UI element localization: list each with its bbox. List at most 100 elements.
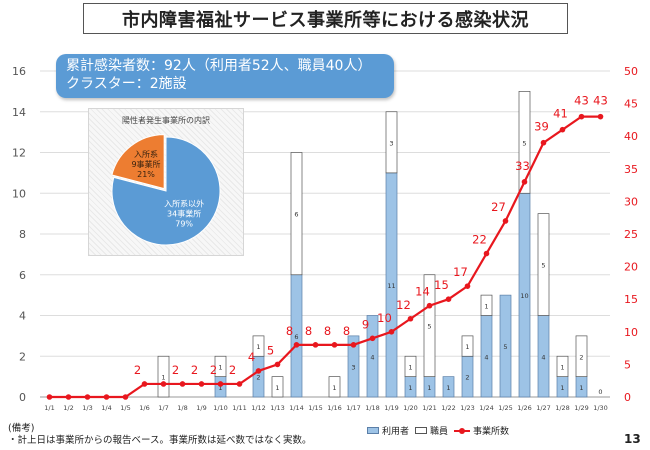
- x-tick-label: 1/14: [289, 404, 304, 412]
- right-tick-label: 25: [624, 228, 638, 241]
- staff-bar: [404, 355, 417, 377]
- user-bar-label: 2: [256, 374, 260, 382]
- user-bar-label: 1: [579, 384, 583, 392]
- right-tick-label: 35: [624, 163, 638, 176]
- staff-bar-label: 1: [275, 384, 279, 392]
- facilities-line-path: [49, 115, 601, 399]
- left-tick-label: 0: [19, 391, 26, 404]
- left-tick-label: 2: [19, 350, 26, 363]
- right-tick-label: 5: [624, 358, 631, 371]
- user-bar: [347, 335, 360, 398]
- facilities-label: 33: [515, 159, 530, 173]
- left-tick-label: 12: [12, 147, 26, 160]
- x-tick-label: 1/27: [536, 404, 551, 412]
- facilities-point: [65, 394, 72, 400]
- right-tick-label: 40: [624, 130, 638, 143]
- facilities-point: [312, 342, 319, 348]
- right-tick-label: 10: [624, 326, 638, 339]
- staff-bar-label: 2: [579, 353, 583, 361]
- x-tick-label: 1/20: [403, 404, 418, 412]
- staff-bar-label: 1: [256, 343, 260, 351]
- facilities-point: [141, 381, 148, 387]
- facilities-label: 5: [267, 343, 274, 357]
- pie-slice-label: 79%: [175, 220, 193, 229]
- facilities-point: [122, 394, 129, 400]
- pie-panel: 陽性者発生事業所の内訳 入所系以外 34事業所 79% 入所系 9事業所 21%: [88, 108, 244, 256]
- facilities-label: 17: [453, 265, 468, 279]
- facilities-label: 8: [286, 324, 293, 338]
- legend-user-swatch: [367, 427, 379, 434]
- staff-bar-label: 6: [294, 211, 298, 219]
- user-bar: [366, 315, 379, 398]
- x-tick-label: 1/17: [346, 404, 361, 412]
- facilities-point: [597, 113, 604, 120]
- facilities-point: [217, 381, 224, 387]
- staff-bar-label: 5: [522, 139, 526, 147]
- x-tick-label: 1/1: [44, 404, 54, 412]
- staff-bar: [480, 294, 493, 316]
- facilities-label: 8: [324, 324, 331, 338]
- staff-bar-label: 3: [389, 139, 393, 147]
- x-tick-label: 1/11: [232, 404, 247, 412]
- facilities-point: [521, 179, 528, 185]
- page-title: 市内障害福祉サービス事業所等における感染状況: [83, 3, 568, 34]
- facilities-point: [502, 218, 509, 224]
- facilities-point: [84, 394, 91, 400]
- staff-bar-label: 1: [484, 302, 488, 310]
- right-tick-label: 15: [624, 293, 638, 306]
- facilities-point: [255, 368, 262, 374]
- facilities-label: 8: [305, 324, 312, 338]
- user-bar-label: 1: [560, 384, 564, 392]
- legend-staff-swatch: [415, 427, 428, 434]
- pie-slice-label: 21%: [137, 170, 155, 179]
- facilities-label: 22: [472, 233, 487, 247]
- staff-bar: [290, 152, 303, 276]
- x-tick-label: 1/9: [196, 404, 206, 412]
- pie-slice-label: 34事業所: [167, 209, 201, 219]
- right-axis-ticks: 0 5 10 15 20 25 30 35 40 45 50: [624, 65, 638, 404]
- left-tick-label: 8: [19, 228, 26, 241]
- left-axis-ticks: 0 2 4 6 8 10 12 14 16: [12, 65, 26, 404]
- facilities-point: [540, 139, 547, 146]
- x-tick-label: 1/8: [177, 404, 187, 412]
- facilities-label: 12: [396, 298, 411, 312]
- facilities-label: 4: [248, 350, 255, 364]
- summary-box: 累計感染者数：92人（利用者52人、職員40人） クラスター：2施設: [56, 54, 394, 98]
- legend: 利用者 職員 事業所数: [367, 424, 509, 437]
- staff-bar-label: 1: [408, 363, 412, 371]
- pie-slice: [111, 136, 221, 246]
- staff-bar: [461, 335, 474, 357]
- staff-bar: [214, 355, 227, 377]
- facilities-label: 43: [574, 94, 589, 108]
- user-bar-label: 0: [598, 388, 602, 396]
- x-tick-label: 1/15: [308, 404, 323, 412]
- left-tick-label: 6: [19, 269, 26, 282]
- notes-text: ・計上日は事業所からの報告ベース。事業所数は延べ数ではなく実数。: [8, 435, 312, 446]
- x-tick-label: 1/13: [270, 404, 285, 412]
- left-tick-label: 4: [19, 310, 26, 323]
- left-tick-label: 10: [12, 187, 26, 200]
- facilities-point: [350, 342, 357, 348]
- user-bar-label: 1: [408, 384, 412, 392]
- facilities-label: 43: [593, 94, 608, 108]
- x-tick-label: 1/3: [82, 404, 92, 412]
- staff-bar: [575, 335, 588, 377]
- facilities-point: [274, 361, 281, 368]
- x-tick-label: 1/30: [593, 404, 608, 412]
- x-axis-ticks: 1/1 1/2 1/3 1/4 1/5 1/6 1/7 1/8 1/9 1/10 1/11 1/12 1…: [44, 404, 608, 412]
- user-bar-label: 11: [387, 282, 395, 290]
- facilities-point: [445, 296, 452, 303]
- x-tick-label: 1/5: [120, 404, 130, 412]
- facilities-label: 41: [553, 107, 568, 121]
- legend-line-swatch: [454, 427, 471, 435]
- user-bar-label: 4: [370, 353, 374, 361]
- facilities-point: [46, 394, 53, 400]
- x-tick-label: 1/12: [251, 404, 266, 412]
- staff-bar: [157, 355, 170, 398]
- facilities-point: [198, 381, 205, 387]
- x-tick-label: 1/16: [327, 404, 342, 412]
- right-tick-label: 30: [624, 195, 638, 208]
